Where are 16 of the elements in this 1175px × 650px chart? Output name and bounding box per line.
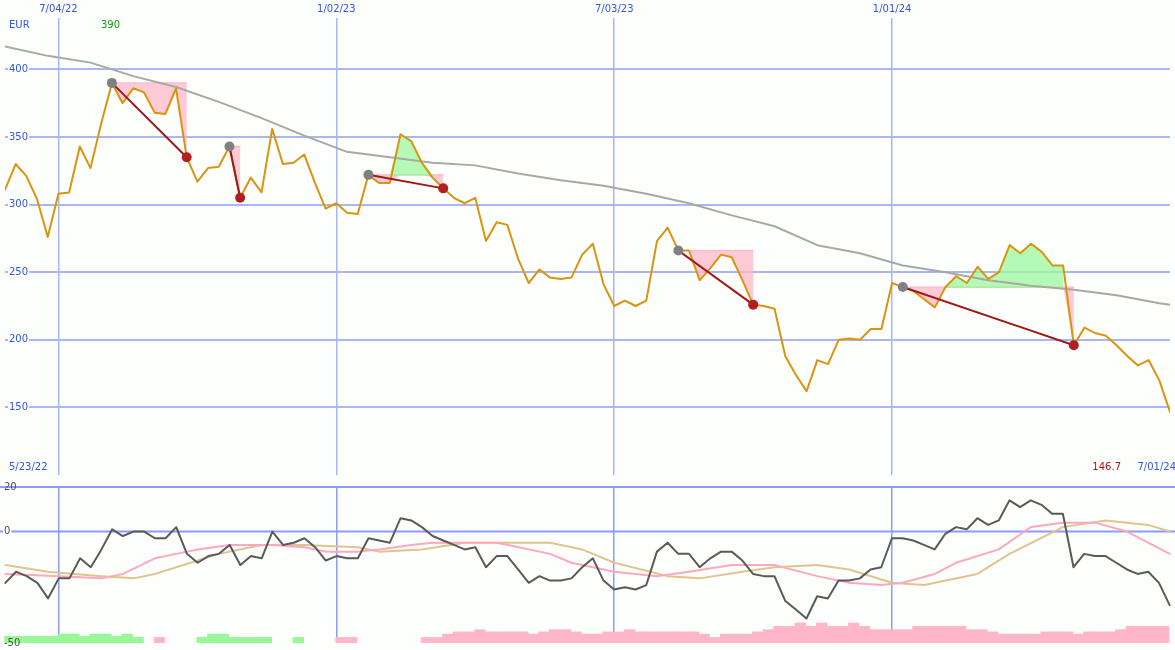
y-tick-label: 350 — [9, 130, 29, 142]
y-tick-label: 0 — [4, 525, 11, 537]
x-tick-label: 1/02/23 — [317, 2, 356, 14]
annotation: 7/01/24 — [1137, 460, 1175, 472]
annotation: 5/23/22 — [9, 460, 48, 472]
x-tick-label: 1/01/24 — [872, 2, 912, 14]
annotation: 146.7 — [1092, 460, 1121, 472]
y-tick-label: 300 — [9, 198, 29, 210]
y-axis-title: EUR — [9, 18, 30, 30]
x-tick-label: 7/04/22 — [39, 2, 78, 14]
annotation: 390 — [101, 18, 121, 30]
y-tick-label: 200 — [9, 333, 29, 345]
y-tick-label: 250 — [9, 265, 29, 277]
x-tick-label: 7/03/23 — [594, 2, 634, 14]
y-tick-label: 150 — [9, 400, 29, 412]
y-tick-label: 400 — [9, 62, 29, 74]
